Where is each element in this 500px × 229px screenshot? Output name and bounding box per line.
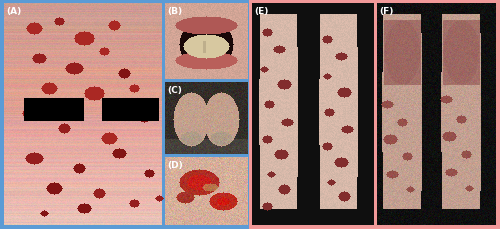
Text: (A): (A): [6, 7, 21, 16]
Text: (B): (B): [167, 7, 182, 16]
Text: (C): (C): [167, 86, 182, 95]
Text: (E): (E): [254, 7, 268, 16]
Text: (F): (F): [379, 7, 394, 16]
Text: (D): (D): [167, 160, 183, 169]
